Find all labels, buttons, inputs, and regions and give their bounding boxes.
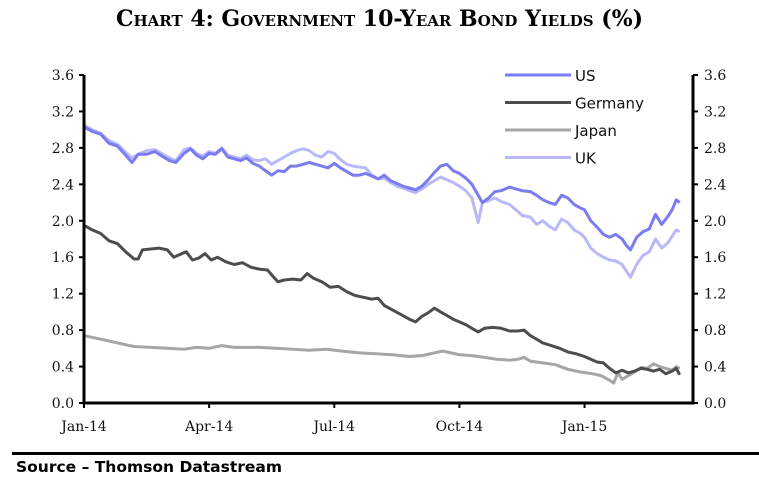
series-line-uk [83, 123, 681, 279]
series-line-us [83, 125, 681, 252]
legend-label-germany: Germany [575, 95, 644, 113]
left-y-tick-label: 0.4 [52, 360, 74, 376]
source-note: Source – Thomson Datastream [16, 458, 283, 476]
legend-label-uk: UK [575, 150, 597, 168]
left-y-tick-label: 0.8 [52, 323, 74, 339]
left-y-tick-label: 3.6 [52, 68, 74, 84]
x-tick-label: Jan-15 [560, 419, 608, 435]
footer-divider [12, 452, 759, 455]
legend-label-japan: Japan [574, 122, 617, 140]
right-y-tick-label: 3.2 [704, 104, 726, 120]
x-tick-label: Jul-14 [311, 419, 355, 435]
right-y-tick-label: 0.0 [704, 396, 726, 412]
legend-label-us: US [575, 67, 596, 85]
chart-title: Chart 4: Government 10-Year Bond Yields … [115, 6, 644, 32]
right-y-tick-label: 2.4 [704, 177, 726, 193]
right-y-tick-label: 1.2 [704, 287, 726, 303]
ticks-layer: 0.0 0.0 0.4 0.4 0.8 0.8 1.2 1.2 1.6 1.6 2.0 2.0 2.4 2… [52, 68, 727, 435]
left-y-tick-label: 1.6 [52, 250, 74, 266]
x-tick-label: Apr-14 [184, 419, 233, 435]
left-y-tick-label: 2.8 [52, 141, 74, 157]
right-y-tick-label: 0.4 [704, 360, 726, 376]
right-y-tick-label: 0.8 [704, 323, 726, 339]
series-line-japan [83, 334, 681, 385]
right-y-tick-label: 1.6 [704, 250, 726, 266]
series-line-germany [83, 223, 682, 376]
axes-layer [82, 75, 695, 405]
left-y-tick-label: 0.0 [52, 396, 74, 412]
left-y-tick-label: 1.2 [52, 287, 74, 303]
legend: US Germany Japan UK [505, 67, 644, 168]
x-tick-label: Jan-14 [59, 419, 107, 435]
left-y-tick-label: 2.4 [52, 177, 74, 193]
x-tick-label: Oct-14 [436, 419, 484, 435]
left-y-tick-label: 3.2 [52, 104, 74, 120]
right-y-tick-label: 2.8 [704, 141, 726, 157]
left-y-tick-label: 2.0 [52, 214, 74, 230]
series-layer [83, 123, 682, 385]
right-y-tick-label: 3.6 [704, 68, 726, 84]
right-y-tick-label: 2.0 [704, 214, 726, 230]
